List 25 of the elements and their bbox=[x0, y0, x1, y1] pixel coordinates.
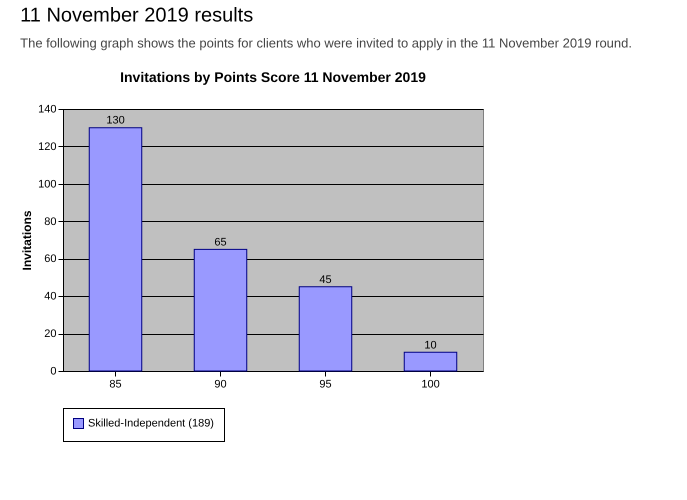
x-tick-label: 85 bbox=[109, 378, 122, 390]
y-tick-label: 60 bbox=[44, 253, 56, 266]
y-tick-label: 20 bbox=[44, 328, 56, 340]
data-label: 10 bbox=[424, 339, 437, 352]
x-tick-label: 95 bbox=[319, 378, 332, 390]
y-tick-label: 0 bbox=[50, 366, 56, 378]
y-axis-title: Invitations bbox=[20, 210, 34, 271]
data-label: 130 bbox=[106, 114, 125, 127]
bar bbox=[404, 352, 458, 372]
y-tick-label: 80 bbox=[44, 216, 56, 228]
data-label: 65 bbox=[214, 236, 227, 248]
x-tick-label: 100 bbox=[421, 378, 440, 390]
data-label: 45 bbox=[319, 274, 332, 286]
y-tick-label: 40 bbox=[44, 290, 56, 303]
text: The following graph shows the points for clients who were invited to apply in the 11 November 2019 round. bbox=[20, 36, 632, 50]
bar bbox=[298, 286, 352, 372]
legend-label: Skilled-Independent (189) bbox=[88, 418, 214, 430]
y-tick-label: 140 bbox=[38, 104, 56, 116]
y-tick-label: 120 bbox=[38, 140, 56, 153]
x-tick-label: 90 bbox=[214, 378, 227, 390]
bar bbox=[88, 127, 142, 372]
y-tick-label: 100 bbox=[38, 178, 56, 190]
chart-title: Invitations by Points Score 11 November 2019 bbox=[120, 69, 426, 85]
text: 11 November 2019 results bbox=[20, 4, 254, 26]
bar bbox=[194, 248, 248, 372]
